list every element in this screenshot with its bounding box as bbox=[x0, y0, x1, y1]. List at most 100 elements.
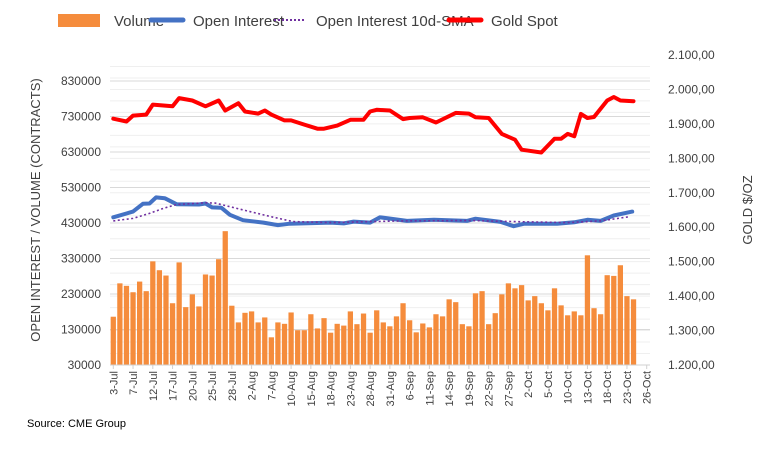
volume-bar bbox=[341, 325, 347, 365]
open-interest-line bbox=[111, 195, 635, 229]
volume-bar bbox=[229, 305, 235, 365]
x-tick-label: 22-Sep bbox=[484, 371, 496, 406]
volume-bar bbox=[196, 306, 202, 365]
right-axis-title: GOLD $/OZ bbox=[740, 175, 755, 244]
x-tick-label: 10-Oct bbox=[563, 371, 575, 404]
open-interest-sma-line bbox=[113, 201, 631, 224]
series-lines bbox=[111, 95, 636, 229]
left-tick-label: 530000 bbox=[61, 181, 101, 195]
left-axis-title: OPEN INTEREST / VOLUME (CONTRACTS) bbox=[28, 78, 43, 341]
x-tick-label: 2-Aug bbox=[247, 371, 259, 400]
x-tick-label: 18-Oct bbox=[602, 371, 614, 404]
volume-bar bbox=[209, 275, 215, 365]
source-note: Source: CME Group bbox=[27, 418, 126, 430]
volume-bar bbox=[374, 310, 380, 365]
left-axis-ticks: 30000 130000 230000 330000 430000 530000 63000… bbox=[61, 74, 101, 372]
right-tick-label: 2.000,00 bbox=[668, 82, 715, 96]
left-tick-label: 430000 bbox=[61, 216, 101, 230]
volume-bar bbox=[472, 293, 479, 365]
x-tick-label: 7-Aug bbox=[266, 371, 278, 400]
volume-bar bbox=[551, 288, 558, 365]
x-tick-label: 10-Aug bbox=[286, 371, 298, 406]
x-axis-ticks: 3-Jul 7-Jul 12-Jul 17-Jul 20-Jul 25-Jul 28-Jul… bbox=[108, 365, 654, 406]
volume-bar bbox=[446, 299, 452, 365]
x-tick-label: 25-Jul bbox=[207, 371, 219, 401]
legend-open-interest-label: Open Interest bbox=[193, 13, 285, 30]
left-tick-label: 730000 bbox=[61, 110, 101, 124]
volume-bar bbox=[400, 303, 406, 365]
volume-bar bbox=[597, 314, 604, 365]
volume-bar bbox=[565, 315, 571, 365]
volume-bar bbox=[354, 324, 360, 365]
x-tick-label: 15-Aug bbox=[306, 371, 318, 406]
x-tick-label: 28-Aug bbox=[365, 371, 377, 406]
volume-bar bbox=[604, 275, 610, 365]
x-tick-label: 18-Aug bbox=[326, 371, 338, 406]
volume-bar bbox=[591, 308, 597, 365]
volume-bar bbox=[420, 323, 426, 365]
volume-bar bbox=[479, 291, 485, 365]
x-tick-label: 23-Oct bbox=[622, 371, 634, 404]
x-tick-label: 17-Jul bbox=[168, 371, 180, 401]
volume-bar bbox=[492, 313, 498, 365]
volume-bar bbox=[360, 313, 367, 365]
right-tick-label: 1.800,00 bbox=[668, 151, 715, 165]
volume-bar bbox=[301, 330, 307, 365]
volume-bar bbox=[110, 316, 116, 365]
legend-volume-swatch bbox=[58, 14, 100, 27]
x-tick-label: 2-Oct bbox=[523, 371, 535, 398]
volume-bar bbox=[578, 315, 584, 365]
volume-bars bbox=[110, 231, 637, 365]
volume-bar bbox=[183, 307, 189, 365]
x-tick-label: 3-Jul bbox=[108, 371, 120, 395]
right-tick-label: 1.200,00 bbox=[668, 358, 715, 372]
volume-bar bbox=[387, 326, 393, 365]
volume-bar bbox=[334, 323, 340, 365]
x-tick-label: 27-Sep bbox=[503, 371, 515, 406]
volume-bar bbox=[268, 337, 274, 365]
volume-bar bbox=[367, 332, 373, 365]
left-tick-label: 30000 bbox=[68, 358, 102, 372]
volume-bar bbox=[202, 274, 209, 365]
volume-bar bbox=[321, 318, 327, 365]
volume-bar bbox=[242, 312, 248, 365]
volume-bar bbox=[426, 327, 433, 365]
volume-bar bbox=[439, 316, 446, 365]
x-tick-label: 28-Jul bbox=[227, 371, 239, 401]
legend: Volume Open Interest Open Interest 10d-S… bbox=[58, 13, 559, 30]
volume-bar bbox=[275, 322, 281, 365]
volume-bar bbox=[413, 332, 419, 365]
right-tick-label: 1.300,00 bbox=[668, 324, 715, 338]
volume-bar bbox=[288, 312, 294, 365]
x-tick-label: 23-Aug bbox=[345, 371, 357, 406]
volume-bar bbox=[130, 292, 136, 365]
volume-bar bbox=[347, 311, 353, 365]
right-tick-label: 1.500,00 bbox=[668, 255, 715, 269]
left-tick-label: 830000 bbox=[61, 74, 101, 88]
volume-bar bbox=[189, 294, 195, 365]
left-tick-label: 130000 bbox=[61, 323, 101, 337]
volume-bar bbox=[433, 314, 439, 365]
volume-bar bbox=[518, 285, 525, 365]
right-tick-label: 1.600,00 bbox=[668, 220, 715, 234]
volume-bar bbox=[466, 326, 472, 365]
right-tick-label: 1.700,00 bbox=[668, 186, 715, 200]
volume-bar bbox=[393, 316, 400, 365]
volume-bar bbox=[137, 281, 143, 365]
volume-bar bbox=[327, 332, 334, 365]
volume-bar bbox=[584, 255, 591, 365]
x-tick-label: 7-Jul bbox=[128, 371, 140, 395]
volume-bar bbox=[314, 328, 321, 365]
volume-bar bbox=[380, 322, 386, 365]
volume-bar bbox=[505, 283, 512, 365]
x-tick-label: 6-Sep bbox=[405, 371, 417, 400]
x-tick-label: 31-Aug bbox=[385, 371, 397, 406]
volume-bar bbox=[262, 317, 268, 365]
volume-bar bbox=[117, 283, 123, 365]
volume-bar bbox=[143, 291, 149, 365]
right-tick-label: 1.900,00 bbox=[668, 117, 715, 131]
x-tick-label: 14-Sep bbox=[444, 371, 456, 406]
volume-bar bbox=[281, 323, 288, 365]
volume-bar bbox=[123, 285, 130, 365]
